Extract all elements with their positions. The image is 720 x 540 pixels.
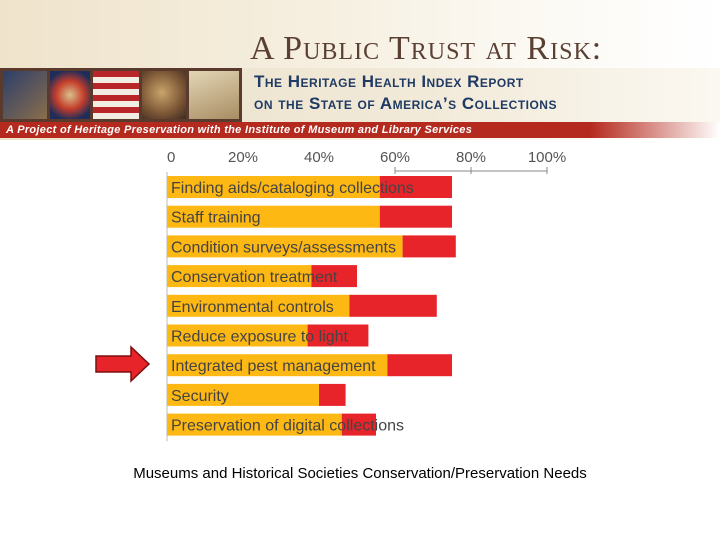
photo-quilt	[50, 71, 90, 119]
category-label: Reduce exposure to light	[171, 329, 349, 346]
bar-segment-primary	[167, 294, 350, 317]
category-label: Condition surveys/assessments	[171, 239, 396, 256]
photo-portrait	[3, 71, 47, 119]
bar-segment-secondary	[307, 324, 369, 347]
photo-document	[189, 71, 239, 119]
x-tick-label: 100%	[528, 149, 566, 166]
x-tick-label: 60%	[380, 149, 410, 166]
bar-segment-primary	[167, 354, 388, 377]
bar-segment-secondary	[349, 294, 437, 317]
category-label: Staff training	[171, 210, 261, 227]
x-axis-ticks: 0 20% 40% 60% 80% 100%	[166, 149, 566, 442]
photo-globe	[142, 71, 186, 119]
project-line: A Project of Heritage Preservation with …	[6, 124, 473, 136]
needs-bar-chart: 0 20% 40% 60% 80% 100% Finding aids/catalogin…	[166, 149, 566, 442]
bar-segment-secondary	[387, 354, 452, 377]
bar-segment-primary	[167, 176, 380, 198]
bar-segment-secondary	[402, 235, 456, 258]
x-tick-label: 80%	[456, 149, 486, 166]
bar-segment-primary	[167, 383, 319, 406]
bar-segment-primary	[167, 205, 380, 228]
report-subtitle-line-2: on the State of America’s Collections	[254, 94, 557, 113]
bar-segment-primary	[167, 413, 342, 436]
category-label: Integrated pest management	[171, 358, 376, 375]
x-tick-label: 0	[167, 149, 175, 166]
bar-segment-secondary	[319, 383, 346, 406]
bar-segment-secondary	[311, 265, 357, 288]
bar-segment-secondary	[379, 176, 452, 198]
report-title: A Public Trust at Risk:	[250, 30, 603, 67]
x-tick-label: 20%	[228, 149, 258, 166]
report-banner: A Public Trust at Risk: The Heritage Hea…	[0, 0, 720, 140]
photo-collage	[0, 68, 242, 122]
category-label: Preservation of digital collections	[171, 418, 404, 435]
bar-group	[167, 176, 456, 436]
category-labels: Finding aids/cataloging collections Staff…	[171, 180, 414, 435]
photo-flag	[93, 71, 139, 119]
bar-segment-secondary	[379, 205, 452, 228]
project-bar	[0, 122, 720, 138]
bar-segment-primary	[167, 265, 312, 288]
bar-segment-primary	[167, 324, 308, 347]
x-tick-label: 40%	[304, 149, 334, 166]
bar-segment-secondary	[341, 413, 376, 436]
category-label: Environmental controls	[171, 299, 334, 316]
category-label: Conservation treatment	[171, 269, 338, 286]
highlight-arrow-icon	[95, 345, 151, 383]
arrow-shape	[95, 345, 151, 383]
category-label: Finding aids/cataloging collections	[171, 180, 414, 197]
chart-caption: Museums and Historical Societies Conserv…	[133, 465, 587, 482]
category-label: Security	[171, 388, 229, 405]
bar-segment-primary	[167, 235, 403, 258]
report-subtitle-line-1: The Heritage Health Index Report	[254, 72, 524, 91]
